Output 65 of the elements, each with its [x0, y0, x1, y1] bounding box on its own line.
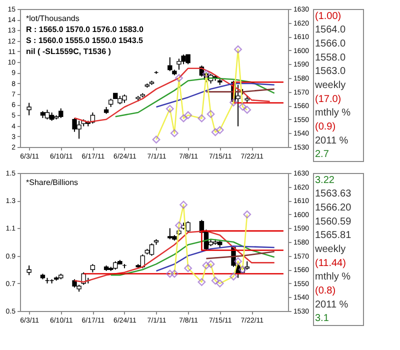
text: 3.22: [315, 174, 335, 186]
text: mthly %: [315, 108, 351, 119]
point: [238, 102, 247, 111]
text: 1560.59: [315, 216, 352, 228]
point: [216, 126, 224, 134]
text: (0.9): [315, 121, 336, 132]
point: [230, 272, 238, 280]
annotation: *lot/Thousands: [26, 14, 80, 23]
point: [198, 114, 206, 122]
line-series: [74, 230, 276, 283]
point: [166, 104, 174, 113]
point: [202, 70, 210, 78]
text: 2011 %: [315, 299, 348, 310]
annotation: R : 1565.0 1570.0 1576.0 1583.0: [26, 25, 144, 34]
line-series: [156, 82, 276, 108]
point: [198, 278, 206, 286]
point: [216, 279, 224, 288]
text: 2011 %: [315, 135, 348, 146]
annotation: *Share/Billions: [26, 178, 78, 187]
point: [152, 136, 160, 144]
point: [234, 257, 242, 266]
point: [184, 264, 192, 272]
point: [202, 262, 210, 270]
text: (1.00): [315, 10, 342, 22]
text: (17.0): [315, 94, 342, 105]
text: 3.1: [315, 313, 330, 324]
text: weekly: [314, 244, 346, 255]
point: [206, 110, 215, 118]
text: 1566.0: [315, 38, 346, 50]
text: (11.44): [315, 258, 346, 269]
candlestick: [44, 109, 50, 120]
text: 2.7: [315, 149, 330, 160]
text: 1566.20: [315, 202, 352, 214]
candlestick: [176, 58, 182, 70]
text: (0.8): [315, 285, 336, 296]
point: [211, 276, 220, 285]
point: [180, 114, 188, 122]
line-series: [156, 245, 276, 272]
point: [175, 74, 183, 82]
candlestick: [168, 56, 172, 72]
text: 1558.0: [315, 52, 346, 64]
text: 1564.0: [315, 24, 346, 36]
text: 1565.81: [315, 230, 352, 242]
point: [166, 270, 174, 278]
candlestick: [149, 242, 154, 256]
line-series: [110, 238, 276, 276]
text: mthly %: [315, 272, 351, 283]
text: 1563.0: [315, 66, 346, 78]
text: weekly: [314, 80, 346, 91]
point: [230, 98, 238, 106]
point: [243, 210, 252, 218]
point: [206, 260, 215, 268]
point: [234, 45, 242, 54]
candlestick: [26, 102, 32, 116]
text: 1563.63: [315, 188, 352, 200]
point: [175, 221, 183, 230]
point: [184, 111, 192, 120]
annotation: S : 1560.0 1555.0 1550.0 1543.5: [26, 36, 144, 45]
candlestick: [26, 264, 32, 276]
point: [243, 106, 252, 114]
point: [180, 200, 188, 209]
point: [211, 128, 220, 136]
point: [170, 270, 178, 278]
point: [170, 129, 178, 138]
annotation: nil ( -SL1559C, T1536 ): [26, 47, 112, 56]
